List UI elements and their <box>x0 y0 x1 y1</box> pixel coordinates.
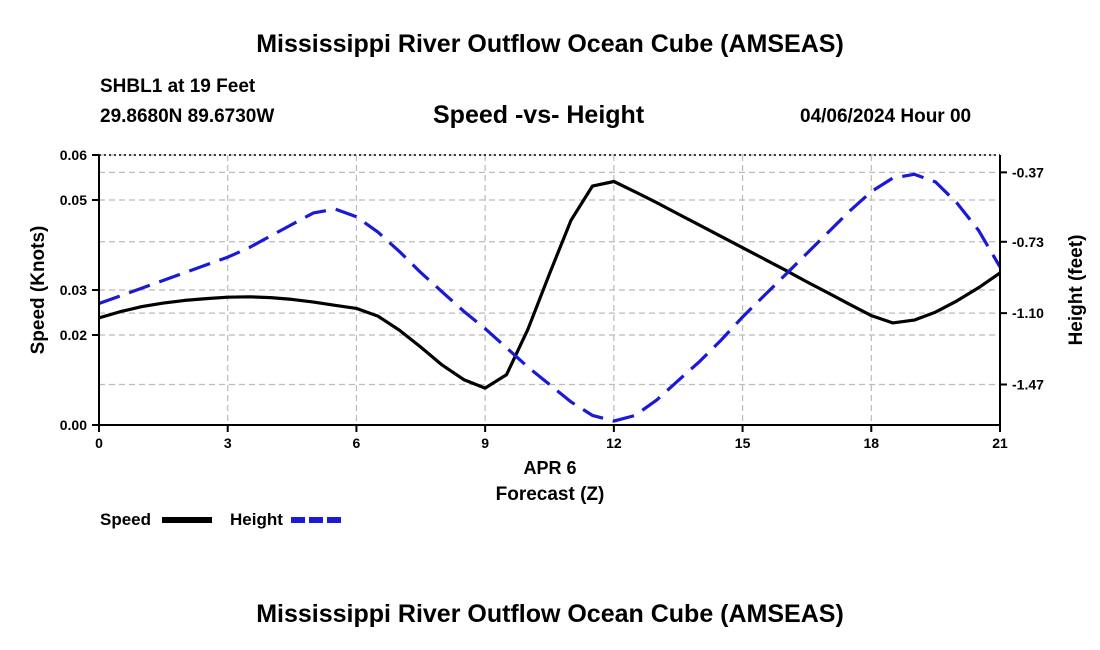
y2-tick-label: -0.73 <box>1012 234 1044 250</box>
x-tick-label: 6 <box>353 435 361 451</box>
series-lines <box>98 172 1002 423</box>
y-tick-label: 0.03 <box>60 282 87 298</box>
series-line-speed <box>98 179 1001 390</box>
axes <box>92 154 1007 432</box>
legend: Speed Height <box>100 510 342 529</box>
x-tick-label: 12 <box>606 435 622 451</box>
x-tick-label: 3 <box>224 435 232 451</box>
y2-tick-label: -1.10 <box>1012 305 1044 321</box>
grid-lines <box>99 154 1000 425</box>
main-title: Mississippi River Outflow Ocean Cube (AM… <box>256 30 844 58</box>
chart-title: Speed -vs- Height <box>433 101 645 129</box>
y2-tick-label: -1.47 <box>1012 377 1044 393</box>
legend-label-speed: Speed <box>100 510 151 529</box>
x-tick-label: 21 <box>992 435 1008 451</box>
legend-label-height: Height <box>230 510 283 529</box>
x-tick-label: 0 <box>95 435 103 451</box>
x-tick-label: 15 <box>735 435 751 451</box>
forecast-datetime: 04/06/2024 Hour 00 <box>800 106 972 127</box>
coordinates-label: 29.8680N 89.6730W <box>100 106 275 127</box>
y2-axis-label: Height (feet) <box>1066 235 1087 346</box>
y2-tick-label: -0.37 <box>1012 164 1044 180</box>
y-tick-label: 0.02 <box>60 327 87 343</box>
x-tick-label: 9 <box>481 435 489 451</box>
x-axis-label: Forecast (Z) <box>496 484 605 505</box>
x-tick-label: 18 <box>863 435 879 451</box>
x-sublabel: APR 6 <box>523 458 576 478</box>
tick-labels: 0 3 6 9 12 15 18 21 0.00 0.02 0.03 0.05 0.06 -0.37 -0.… <box>60 147 1044 451</box>
series-line-height <box>98 172 1002 423</box>
y-tick-label: 0.06 <box>60 147 87 163</box>
y-axis-label: Speed (Knots) <box>28 226 49 355</box>
station-label: SHBL1 at 19 Feet <box>100 76 256 97</box>
y-tick-label: 0.00 <box>60 417 87 433</box>
footer-title: Mississippi River Outflow Ocean Cube (AM… <box>256 600 844 628</box>
y-tick-label: 0.05 <box>60 192 87 208</box>
